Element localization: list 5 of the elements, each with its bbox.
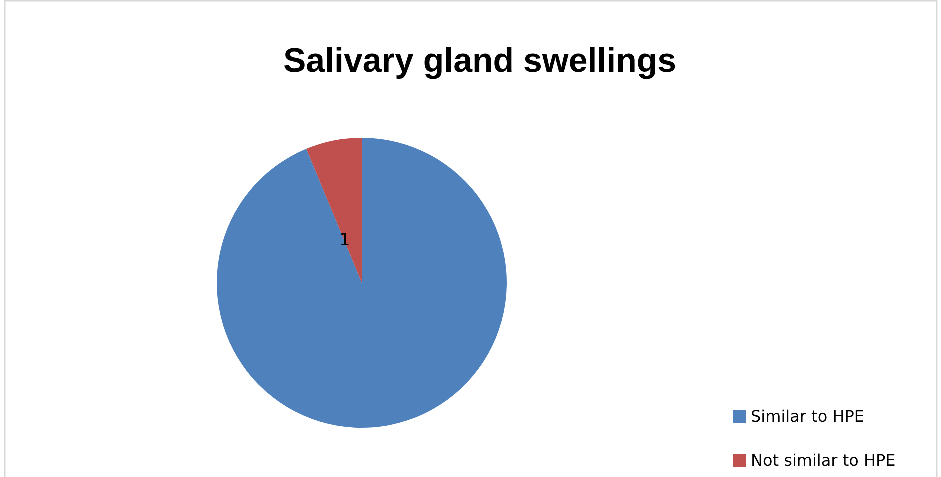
legend-label: Similar to HPE: [751, 407, 864, 426]
legend-label: Not similar to HPE: [751, 451, 896, 470]
pie-slice: [306, 138, 362, 283]
chart-title: Salivary gland swellings: [283, 42, 677, 80]
pie-slice: [217, 138, 507, 428]
